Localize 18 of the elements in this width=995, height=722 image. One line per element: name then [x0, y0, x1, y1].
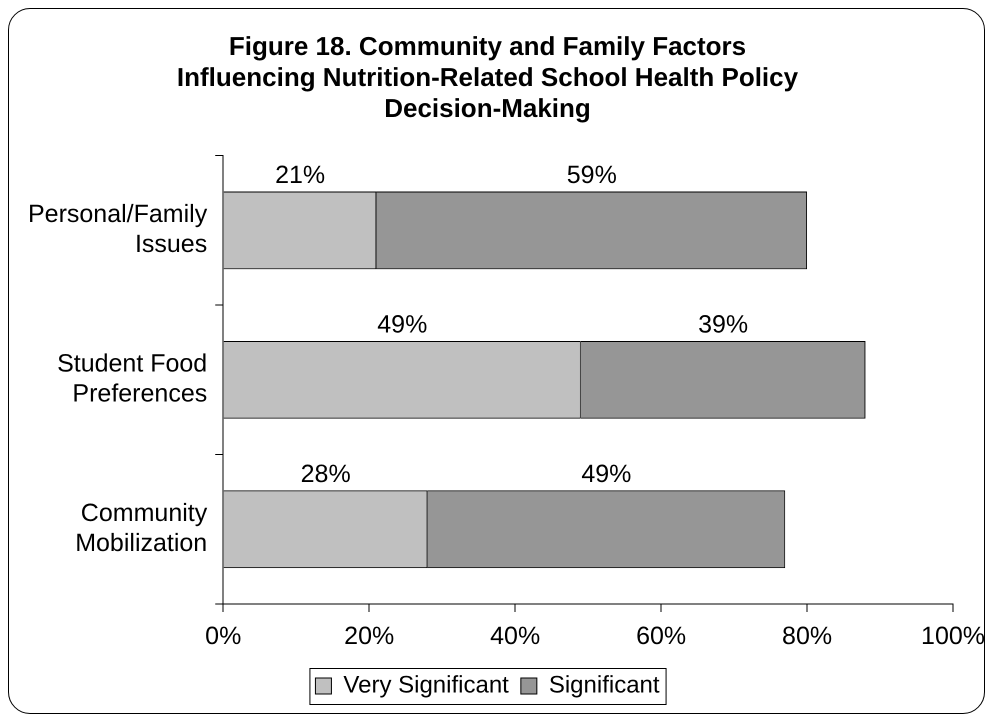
- data-label: 28%: [300, 460, 351, 488]
- chart-title: Figure 18. Community and Family Factors Influencing Nutrition-Related School Health Policy Decision-Making: [176, 30, 799, 124]
- y-tick-label: Personal/Family Issues: [28, 200, 208, 258]
- x-tick-label: 100%: [921, 622, 986, 650]
- x-tick-label: 0%: [205, 622, 242, 650]
- y-tick-label: Student Food Preferences: [57, 350, 208, 408]
- y-tick-label: Community Mobilization: [75, 499, 208, 558]
- legend-label: Significant: [548, 672, 660, 699]
- x-tick-label: 20%: [344, 622, 394, 650]
- x-tick-label: 40%: [490, 622, 540, 650]
- legend-label: Very Significant: [343, 672, 510, 699]
- data-label: 39%: [698, 310, 748, 338]
- x-tick-label: 80%: [782, 622, 832, 650]
- data-label: 49%: [581, 460, 632, 488]
- x-tick-label: 60%: [636, 622, 686, 650]
- data-label: 59%: [566, 160, 617, 189]
- data-label: 49%: [377, 310, 428, 338]
- data-label: 21%: [275, 160, 326, 189]
